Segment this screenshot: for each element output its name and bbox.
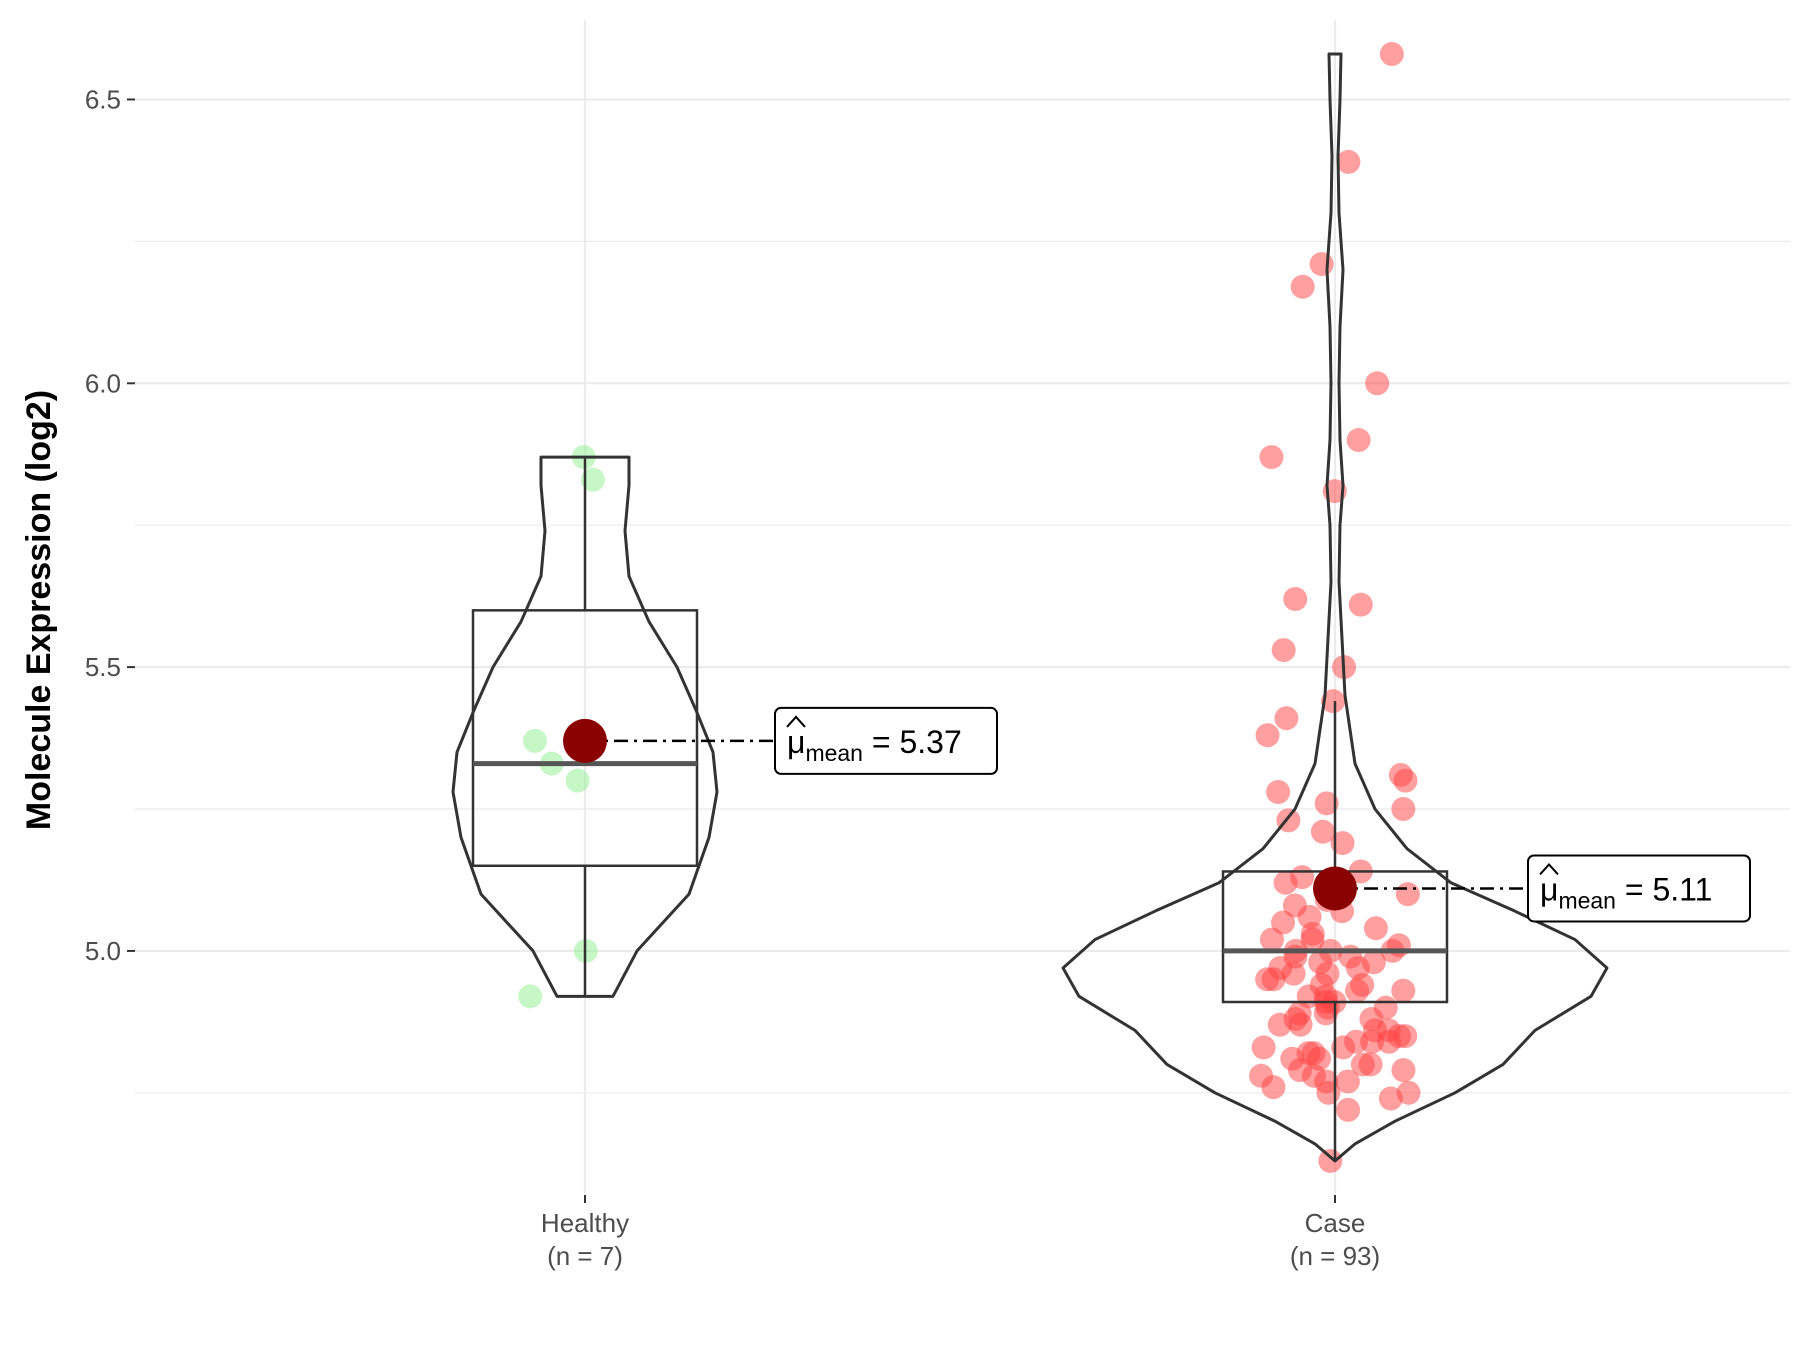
data-point [1330, 831, 1355, 856]
data-point [523, 728, 548, 753]
data-point [1266, 779, 1291, 804]
data-point [1346, 428, 1371, 453]
data-point [1259, 445, 1284, 470]
mean-label-box [774, 706, 998, 775]
data-point [565, 768, 590, 793]
data-point [1255, 723, 1280, 748]
data-point [580, 467, 605, 492]
data-point [1391, 978, 1416, 1003]
data-point [1363, 916, 1388, 941]
y-tick-label: 6.5 [85, 84, 121, 114]
data-point [1335, 1069, 1360, 1094]
plot-area: μmean = 5.37 μmean = 5.11 [451, 42, 1751, 1173]
data-point [1251, 1035, 1276, 1060]
data-point [1345, 978, 1370, 1003]
x-tick-label: Healthy [541, 1208, 629, 1238]
y-tick-label: 6.0 [85, 368, 121, 398]
data-point [1281, 961, 1306, 986]
data-point [1321, 689, 1346, 714]
data-point [1313, 1001, 1338, 1026]
data-point [1318, 1148, 1343, 1173]
x-tick-count-label: (n = 7) [547, 1241, 623, 1271]
data-point [1271, 638, 1296, 663]
y-tick-label: 5.0 [85, 936, 121, 966]
mean-label-box [1527, 854, 1751, 923]
data-point [1290, 274, 1315, 299]
data-point [1259, 927, 1284, 952]
data-point [1314, 791, 1339, 816]
data-point [1267, 1012, 1292, 1037]
data-point [1271, 910, 1296, 935]
hat-icon [786, 715, 806, 728]
data-point [1378, 1086, 1403, 1111]
data-point [1391, 1058, 1416, 1083]
data-point [1331, 1035, 1356, 1060]
data-point [1391, 797, 1416, 822]
y-tick-label: 5.5 [85, 652, 121, 682]
data-point [1316, 1080, 1341, 1105]
data-point [1283, 586, 1308, 611]
grid-lines [135, 20, 1790, 1195]
data-point [1358, 1052, 1383, 1077]
data-point [1348, 592, 1373, 617]
data-point [1261, 1075, 1286, 1100]
y-axis-title: Molecule Expression (log2) [20, 390, 58, 830]
mean-label: μmean = 5.11 [1540, 871, 1712, 913]
data-point [518, 984, 543, 1009]
hat-icon [1539, 862, 1559, 876]
group-healthy: μmean = 5.37 [451, 445, 998, 1009]
data-point [1255, 967, 1280, 992]
data-point [1288, 1012, 1313, 1037]
group-case: μmean = 5.11 [1061, 42, 1751, 1173]
data-point [1336, 1097, 1361, 1122]
mean-label: μmean = 5.37 [787, 724, 962, 766]
mean-marker [563, 718, 607, 763]
violin [451, 455, 719, 998]
data-point [1393, 768, 1418, 793]
data-point [1274, 706, 1299, 731]
mean-marker [1313, 866, 1357, 911]
axes: 5.0 5.5 6.0 6.5 Healthy(n = 7) Case(n = 93) [85, 84, 1380, 1271]
x-tick-label: Case [1305, 1208, 1366, 1238]
data-point [1310, 819, 1335, 844]
x-tick-count-label: (n = 93) [1290, 1241, 1380, 1271]
data-point [1273, 870, 1298, 895]
box [471, 609, 699, 868]
data-point [1395, 882, 1420, 907]
data-point [1379, 42, 1404, 67]
data-point [1377, 1029, 1402, 1054]
data-point [1365, 371, 1390, 396]
violin [1061, 52, 1609, 1163]
data-point [1309, 252, 1334, 277]
data-point [1336, 149, 1361, 174]
